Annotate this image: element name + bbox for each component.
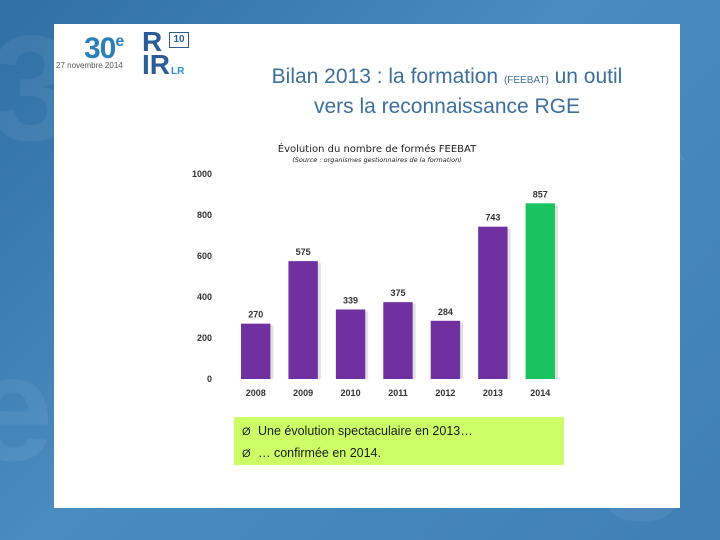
x-tick-label-2012: 2012 [435, 388, 455, 398]
event-logo: 30e 27 novembre 2014 R IR 10 LR [54, 24, 204, 84]
bar-shadow-2009 [317, 263, 321, 379]
bar-2010 [335, 309, 366, 379]
bar-shadow-2012 [460, 322, 464, 379]
bullet-arrow-icon: Ø [242, 448, 251, 460]
y-tick-label: 400 [197, 292, 212, 302]
data-label-2009: 575 [296, 247, 311, 257]
y-tick-label: 1000 [192, 169, 212, 179]
logo-r: R [142, 26, 163, 57]
bar-2011 [383, 302, 413, 379]
y-tick-label: 200 [197, 333, 212, 343]
bar-shadow-2013 [507, 228, 511, 379]
x-tick-label-2008: 2008 [246, 388, 266, 398]
bar-2012 [430, 320, 461, 379]
logo-lr: LR [171, 66, 185, 77]
chart-title: Évolution du nombre de formés FEEBAT [278, 142, 477, 155]
callout-item-2: Ø… confirmée en 2014. [242, 442, 564, 464]
bar-2013 [478, 226, 508, 379]
data-label-2010: 339 [343, 296, 358, 306]
bar-shadow-2011 [412, 304, 416, 379]
bar-2009 [288, 261, 318, 379]
bar-2014 [525, 203, 555, 379]
bar-shadow-2014 [554, 205, 558, 379]
logo-date: 27 novembre 2014 [56, 61, 123, 70]
x-tick-label-2010: 2010 [341, 388, 361, 398]
bullet-arrow-icon: Ø [242, 426, 251, 438]
logo-10-badge: 10 [169, 32, 189, 48]
x-tick-label-2014: 2014 [530, 388, 550, 398]
data-label-2014: 857 [533, 189, 548, 199]
chart-subtitle: (Source : organismes gestionnaires de la… [292, 156, 461, 164]
bar-chart: Évolution du nombre de formés FEEBAT (So… [192, 142, 558, 398]
bar-2008 [241, 323, 271, 379]
x-tick-label-2011: 2011 [388, 388, 408, 398]
y-tick-label: 600 [197, 251, 212, 261]
y-tick-label: 800 [197, 210, 212, 220]
bar-shadow-2008 [270, 325, 274, 379]
slide-title: Bilan 2013 : la formation (FEEBAT) un ou… [232, 64, 662, 120]
data-label-2013: 743 [485, 213, 500, 223]
svg-text:e: e [0, 324, 53, 492]
slide: 30e 27 novembre 2014 R IR 10 LR Bilan 20… [54, 24, 680, 508]
data-label-2012: 284 [438, 307, 453, 317]
title-line-1: Bilan 2013 : la formation (FEEBAT) un ou… [271, 65, 623, 88]
logo-ir: IR [142, 49, 171, 80]
y-tick-label: 0 [207, 374, 212, 384]
title-line-2: vers la reconnaissance RGE [313, 95, 581, 118]
data-label-2011: 375 [390, 288, 405, 298]
x-tick-label-2013: 2013 [483, 388, 503, 398]
callout-item-1: Ø Une évolution spectaculaire en 2013… [242, 420, 564, 442]
data-label-2008: 270 [248, 310, 263, 320]
callout-box: Ø Une évolution spectaculaire en 2013… Ø…… [234, 417, 564, 465]
logo-number: 30e [84, 32, 124, 65]
x-tick-label-2009: 2009 [293, 388, 313, 398]
bar-shadow-2010 [365, 311, 369, 379]
